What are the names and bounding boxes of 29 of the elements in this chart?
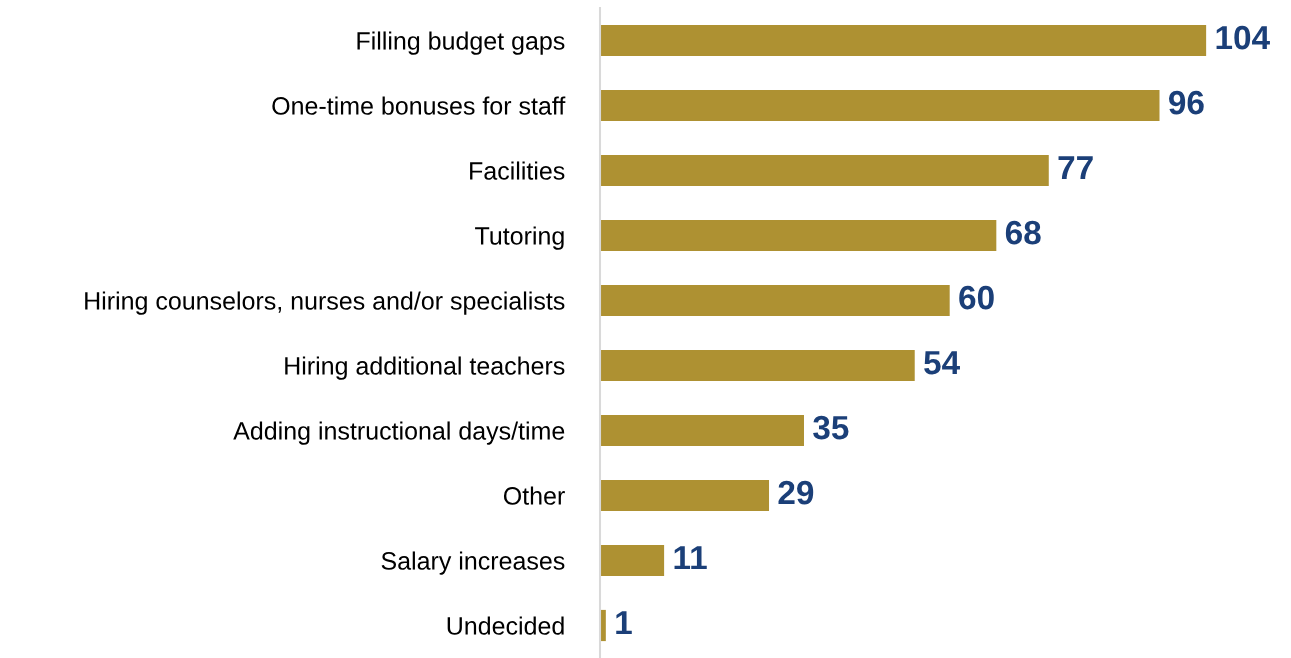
bar [600,349,915,382]
bar [600,154,1049,187]
data-label: 60 [959,285,994,310]
data-label: 35 [813,415,849,440]
y-tick-label: Hiring additional teachers [285,356,565,380]
bar [600,24,1207,57]
y-tick-label: One-time bonuses for staff [272,96,566,115]
y-tick-label: Tutoring [475,226,564,250]
y-tick-label: Adding instructional days/time [233,421,565,445]
bar [600,219,997,252]
y-tick-label: Filling budget gaps [357,31,565,55]
data-label: 68 [1005,220,1041,245]
bar [600,284,950,317]
y-tick-label: Hiring counselors, nurses and/or specialists [85,291,565,315]
data-label: 77 [1058,156,1093,180]
data-label: 11 [674,546,707,570]
y-tick-label: Other [503,486,565,505]
data-label: 54 [924,351,960,375]
data-label: 96 [1169,90,1204,115]
data-label: 104 [1216,25,1270,50]
y-tick-label: Salary increases [381,551,565,575]
bar [600,414,804,447]
y-tick-label: Undecided [447,616,564,635]
bar [600,544,665,577]
data-label: 29 [778,480,814,505]
bar [600,479,770,512]
bar [600,89,1160,122]
data-label: 1 [616,611,632,635]
y-tick-label: Facilities [470,161,565,180]
